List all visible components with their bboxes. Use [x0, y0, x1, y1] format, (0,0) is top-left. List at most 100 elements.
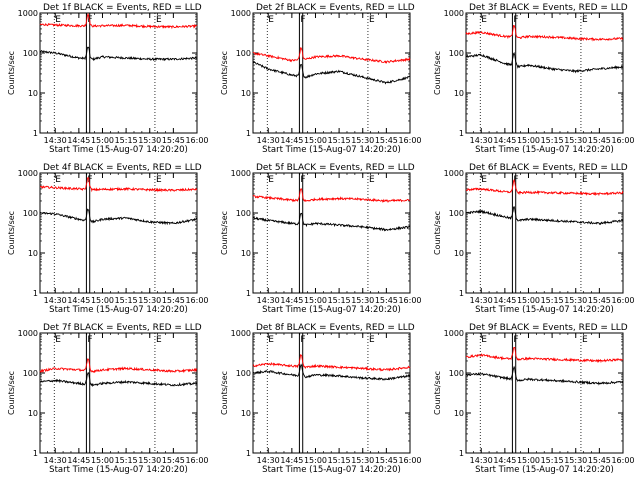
y-axis-label: Counts/sec [220, 211, 229, 255]
marker-label: E [582, 175, 588, 185]
x-tick-label: 15:45 [162, 456, 185, 465]
y-tick-label: 100 [23, 209, 38, 218]
panel-title: Det 4f BLACK = Events, RED = LLD [43, 163, 202, 173]
y-tick-label: 1000 [444, 169, 464, 178]
y-tick-label: 1 [33, 449, 38, 458]
marker-label: E [268, 15, 274, 25]
marker-label: F [513, 335, 518, 345]
y-tick-label: 10 [28, 249, 38, 258]
x-tick-label: 15:45 [162, 136, 185, 145]
x-tick-label: 15:15 [328, 456, 351, 465]
lld-series-line [252, 47, 411, 64]
detector-panel-5: Det 5f BLACK = Events, RED = LLD 1 10 100 10… [220, 163, 422, 315]
x-tick-label: 15:30 [351, 136, 374, 145]
x-tick-label: 14:45 [67, 456, 90, 465]
x-tick-label: 14:45 [493, 136, 516, 145]
y-tick-label: 1 [459, 289, 464, 298]
x-tick-label: 15:15 [328, 136, 351, 145]
x-tick-label: 16:00 [611, 296, 634, 305]
events-series-line [252, 363, 411, 381]
x-tick-label: 15:00 [91, 456, 114, 465]
x-tick-label: 15:45 [375, 136, 398, 145]
marker-label: E [582, 15, 588, 25]
lld-series-line [252, 354, 411, 372]
marker-label: E [156, 15, 162, 25]
y-tick-label: 1000 [231, 9, 251, 18]
marker-label: E [156, 175, 162, 185]
panel-title: Det 6f BLACK = Events, RED = LLD [469, 163, 628, 173]
detector-panel-2: Det 2f BLACK = Events, RED = LLD 1 10 100 10… [220, 3, 422, 155]
events-series-line [39, 372, 198, 388]
y-tick-label: 10 [454, 89, 464, 98]
detector-panel-7: Det 7f BLACK = Events, RED = LLD 1 10 100 10… [7, 323, 209, 475]
plot-frame [39, 12, 198, 134]
marker-label: E [268, 175, 274, 185]
x-tick-label: 16:00 [185, 456, 208, 465]
detector-panel-9: Det 9f BLACK = Events, RED = LLD 1 10 100 10… [433, 323, 635, 475]
y-axis-label: Counts/sec [433, 371, 442, 415]
x-tick-label: 15:15 [115, 456, 138, 465]
y-tick-label: 10 [454, 249, 464, 258]
x-tick-label: 16:00 [185, 296, 208, 305]
x-tick-label: 14:30 [470, 296, 493, 305]
events-series-line [465, 205, 624, 226]
x-tick-label: 16:00 [398, 456, 421, 465]
lld-series-line [39, 12, 198, 30]
y-tick-label: 100 [236, 369, 251, 378]
lld-series-line [252, 187, 411, 204]
marker-label: E [156, 335, 162, 345]
panel-title: Det 2f BLACK = Events, RED = LLD [256, 3, 415, 13]
events-series-line [39, 208, 198, 226]
x-tick-label: 15:00 [304, 456, 327, 465]
x-tick-label: 15:45 [588, 296, 611, 305]
x-tick-label: 15:15 [541, 136, 564, 145]
y-tick-label: 1 [33, 289, 38, 298]
x-tick-label: 14:45 [493, 296, 516, 305]
detector-panel-6: Det 6f BLACK = Events, RED = LLD 1 10 100 10… [433, 163, 635, 315]
x-axis-label: Start Time (15-Aug-07 14:20:20) [262, 145, 401, 155]
plot-frame [252, 172, 411, 294]
y-tick-label: 100 [236, 49, 251, 58]
x-tick-label: 15:30 [564, 136, 587, 145]
x-tick-label: 15:00 [91, 296, 114, 305]
y-tick-label: 1 [33, 129, 38, 138]
events-series-line [465, 365, 624, 386]
panel-title: Det 9f BLACK = Events, RED = LLD [469, 323, 628, 333]
y-axis-label: Counts/sec [433, 211, 442, 255]
x-tick-label: 15:30 [564, 456, 587, 465]
x-tick-label: 15:30 [138, 136, 161, 145]
x-tick-label: 14:30 [470, 136, 493, 145]
marker-label: F [300, 335, 305, 345]
plot-frame [252, 332, 411, 454]
x-tick-label: 14:45 [67, 136, 90, 145]
x-tick-label: 16:00 [611, 456, 634, 465]
lld-series-line [39, 358, 198, 374]
x-axis-label: Start Time (15-Aug-07 14:20:20) [475, 465, 614, 475]
x-tick-label: 15:30 [351, 456, 374, 465]
x-tick-label: 14:30 [470, 456, 493, 465]
y-tick-label: 1000 [231, 169, 251, 178]
marker-label: E [55, 15, 61, 25]
x-tick-label: 15:45 [588, 136, 611, 145]
y-tick-label: 1 [459, 129, 464, 138]
y-axis-label: Counts/sec [7, 51, 16, 95]
x-tick-label: 15:15 [541, 456, 564, 465]
y-axis-label: Counts/sec [7, 211, 16, 255]
x-tick-label: 14:30 [257, 456, 280, 465]
lld-series-line [465, 24, 624, 42]
detector-panel-1: Det 1f BLACK = Events, RED = LLD 1 10 100 10… [7, 3, 209, 155]
y-tick-label: 1000 [444, 9, 464, 18]
lld-series-line [465, 346, 624, 364]
y-tick-label: 1 [246, 289, 251, 298]
y-tick-label: 1000 [18, 329, 38, 338]
panel-title: Det 5f BLACK = Events, RED = LLD [256, 163, 415, 173]
marker-label: F [300, 175, 305, 185]
y-tick-label: 100 [449, 209, 464, 218]
x-tick-label: 15:15 [115, 296, 138, 305]
x-axis-label: Start Time (15-Aug-07 14:20:20) [475, 145, 614, 155]
x-tick-label: 14:45 [493, 456, 516, 465]
y-tick-label: 10 [241, 409, 251, 418]
x-tick-label: 14:30 [257, 136, 280, 145]
x-tick-label: 14:30 [257, 296, 280, 305]
y-tick-label: 10 [28, 409, 38, 418]
